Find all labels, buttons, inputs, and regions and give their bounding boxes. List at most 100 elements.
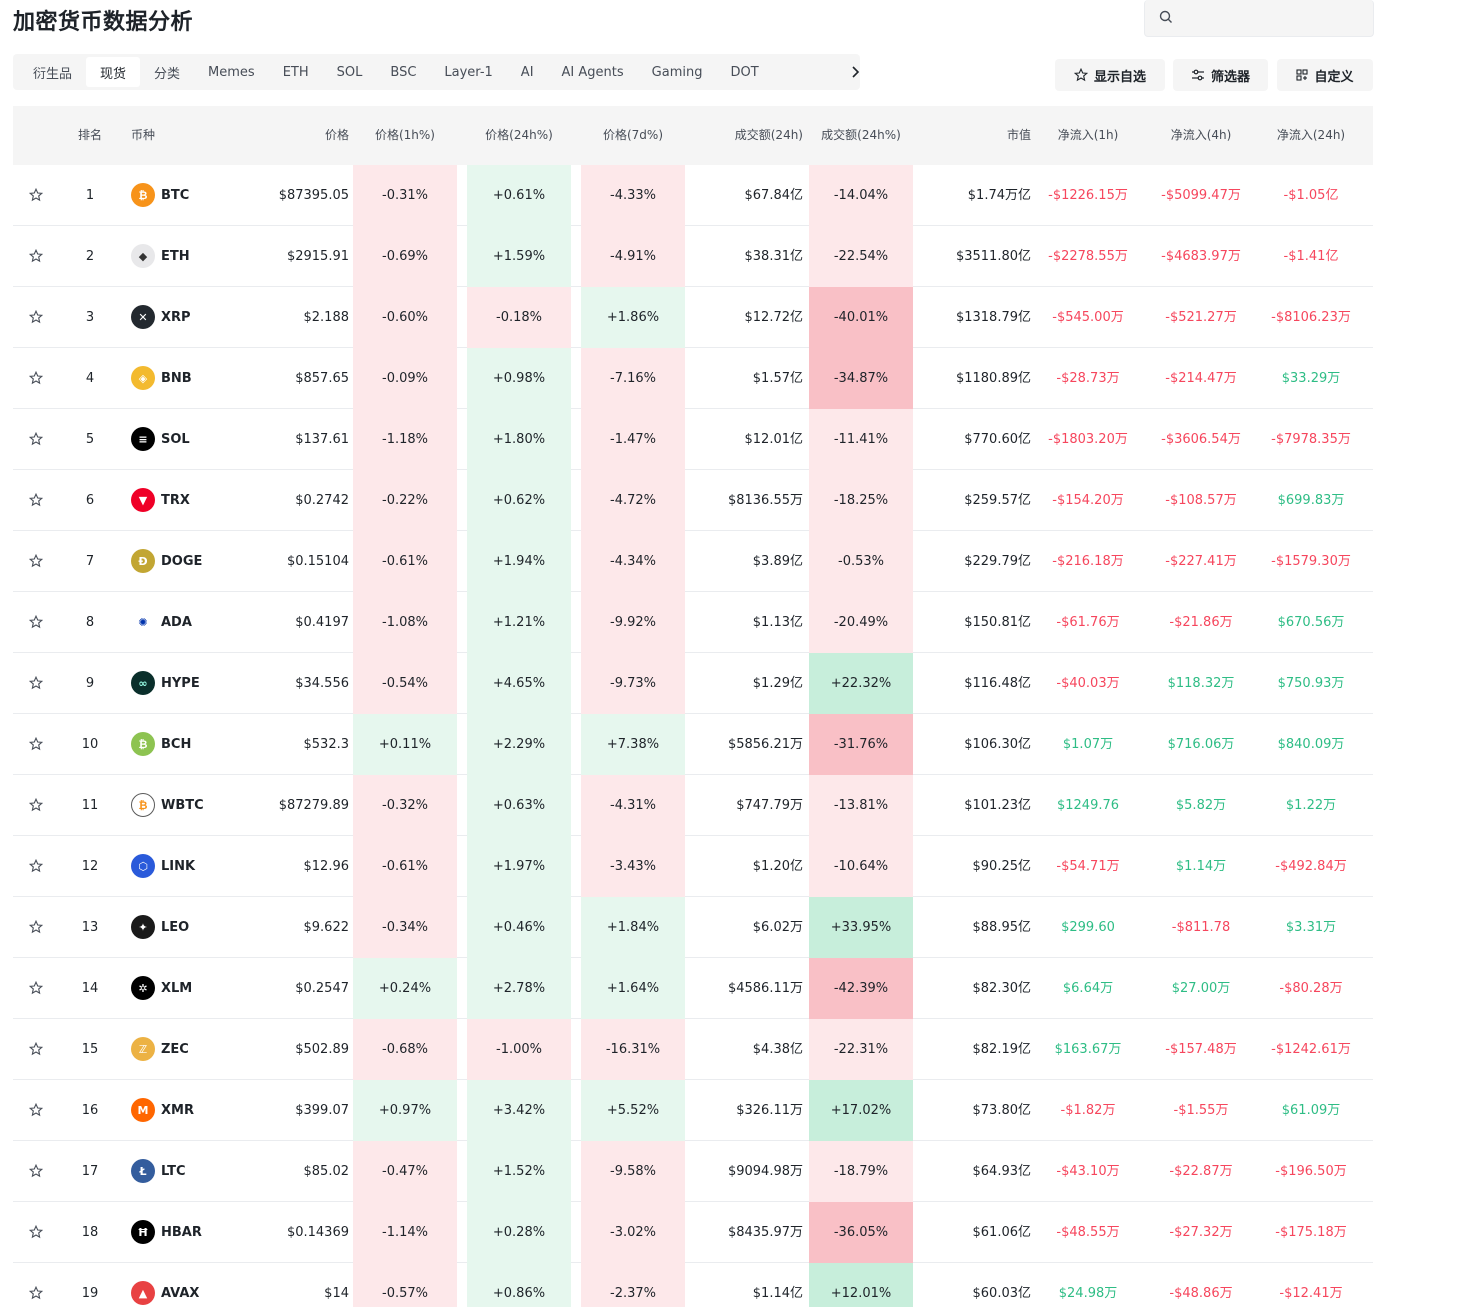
market-cap-value: $60.03亿 (972, 1286, 1032, 1301)
col-flow1h[interactable]: 净流入(1h) (1057, 128, 1119, 142)
col-chg7d[interactable]: 价格(7d%) (602, 128, 664, 142)
table-row[interactable]: 10 ₿ BCH $532.3 +0.11% +2.29% +7.38% $5856.21万 -… (13, 714, 1373, 775)
star-icon[interactable] (29, 981, 43, 995)
tab-11[interactable]: DOT (730, 64, 759, 80)
coin-symbol[interactable]: BNB (161, 371, 192, 386)
col-mcap[interactable]: 市值 (1006, 128, 1031, 142)
col-chg24h[interactable]: 价格(24h%) (485, 128, 553, 142)
col-coin[interactable]: 币种 (131, 128, 156, 142)
table-row[interactable]: 4 ◈ BNB $857.65 -0.09% +0.98% -7.16% $1.57亿 -34.… (13, 348, 1373, 409)
flow-4h-value: -$214.47万 (1165, 371, 1237, 386)
flow-24h-value: -$7978.35万 (1271, 432, 1351, 447)
search-box[interactable] (1144, 0, 1374, 37)
star-icon[interactable] (29, 1286, 43, 1300)
star-icon[interactable] (29, 1164, 43, 1178)
table-row[interactable]: 1 ₿ BTC $87395.05 -0.31% +0.61% -4.33% $67.84亿 -… (13, 165, 1373, 226)
tab-7[interactable]: Layer-1 (444, 64, 493, 80)
tab-3[interactable]: Memes (208, 64, 255, 80)
chg1h-value: -0.54% (353, 653, 457, 714)
table-row[interactable]: 9 ∞ HYPE $34.556 -0.54% +4.65% -9.73% $1.29亿 +22… (13, 653, 1373, 714)
tab-1[interactable]: 现货 (86, 57, 141, 87)
star-icon[interactable] (29, 249, 43, 263)
tab-9[interactable]: AI Agents (561, 64, 624, 80)
tab-2[interactable]: 分类 (154, 66, 181, 82)
table-row[interactable]: 14 ✲ XLM $0.2547 +0.24% +2.78% +1.64% $4586.11万… (13, 958, 1373, 1019)
tab-8[interactable]: AI (520, 64, 534, 80)
coin-symbol[interactable]: XLM (161, 981, 193, 996)
star-icon[interactable] (29, 1225, 43, 1239)
star-icon[interactable] (29, 859, 43, 873)
tab-6[interactable]: BSC (390, 64, 417, 80)
coin-symbol[interactable]: BCH (161, 737, 192, 752)
tabs-next-button[interactable] (847, 54, 863, 90)
rank-value: 15 (81, 1042, 99, 1057)
coin-symbol[interactable]: AVAX (161, 1286, 200, 1301)
market-cap-value: $1.74万亿 (967, 188, 1031, 203)
table-row[interactable]: 5 ≡ SOL $137.61 -1.18% +1.80% -1.47% $12.01亿 -11… (13, 409, 1373, 470)
star-icon[interactable] (29, 493, 43, 507)
coin-symbol[interactable]: SOL (161, 432, 190, 447)
coin-symbol[interactable]: ETH (161, 249, 190, 264)
col-price[interactable]: 价格 (324, 128, 349, 142)
search-input[interactable] (1183, 6, 1363, 30)
coin-symbol[interactable]: LEO (161, 920, 190, 935)
table-row[interactable]: 13 ✦ LEO $9.622 -0.34% +0.46% +1.84% $6.02万 +33.… (13, 897, 1373, 958)
star-icon[interactable] (29, 310, 43, 324)
col-volchg24h[interactable]: 成交额(24h%) (821, 128, 901, 142)
star-icon[interactable] (29, 188, 43, 202)
coin-symbol[interactable]: ZEC (161, 1042, 189, 1057)
tab-10[interactable]: Gaming (651, 64, 703, 80)
star-icon[interactable] (29, 1103, 43, 1117)
chg24h-value: +1.52% (467, 1141, 571, 1202)
table-row[interactable]: 12 ⬡ LINK $12.96 -0.61% +1.97% -3.43% $1.20亿 -10… (13, 836, 1373, 897)
col-flow24h[interactable]: 净流入(24h) (1276, 128, 1346, 142)
star-icon[interactable] (29, 371, 43, 385)
volume-value: $1.14亿 (752, 1286, 803, 1301)
volume-change-value: -22.31% (809, 1019, 913, 1080)
star-icon[interactable] (29, 920, 43, 934)
coin-symbol[interactable]: DOGE (161, 554, 203, 569)
coin-symbol[interactable]: ADA (161, 615, 192, 630)
tab-5[interactable]: SOL (336, 64, 363, 80)
col-vol24h[interactable]: 成交额(24h) (734, 128, 803, 142)
coin-symbol[interactable]: XMR (161, 1103, 194, 1118)
star-icon[interactable] (29, 737, 43, 751)
table-row[interactable]: 17 Ł LTC $85.02 -0.47% +1.52% -9.58% $9094.98万 -… (13, 1141, 1373, 1202)
star-icon[interactable] (29, 676, 43, 690)
table-row[interactable]: 11 ₿ WBTC $87279.89 -0.32% +0.63% -4.31% $747.7… (13, 775, 1373, 836)
table-row[interactable]: 2 ◆ ETH $2915.91 -0.69% +1.59% -4.91% $38.31亿 -2… (13, 226, 1373, 287)
star-icon[interactable] (29, 554, 43, 568)
customize-button[interactable]: 自定义 (1277, 59, 1373, 91)
coin-symbol[interactable]: LTC (161, 1164, 186, 1179)
coin-symbol[interactable]: BTC (161, 188, 190, 203)
tab-4[interactable]: ETH (282, 64, 309, 80)
star-icon[interactable] (29, 615, 43, 629)
price-value: $12.96 (303, 859, 350, 874)
col-chg1h[interactable]: 价格(1h%) (374, 128, 435, 142)
table-row[interactable]: 18 Ħ HBAR $0.14369 -1.14% +0.28% -3.02% $8435.9… (13, 1202, 1373, 1263)
coin-symbol[interactable]: WBTC (161, 798, 204, 813)
coin-symbol[interactable]: TRX (161, 493, 190, 508)
tab-0[interactable]: 衍生品 (33, 66, 73, 82)
coin-symbol[interactable]: HYPE (161, 676, 200, 691)
filter-button[interactable]: 筛选器 (1173, 59, 1268, 91)
table-row[interactable]: 6 ▼ TRX $0.2742 -0.22% +0.62% -4.72% $8136.55万 -… (13, 470, 1373, 531)
col-flow4h[interactable]: 净流入(4h) (1170, 128, 1232, 142)
coin-symbol[interactable]: LINK (161, 859, 196, 874)
watchlist-button[interactable]: 显示自选 (1055, 59, 1165, 91)
price-value: $14 (324, 1286, 349, 1301)
table-row[interactable]: 15 ℤ ZEC $502.89 -0.68% -1.00% -16.31% $4.38亿 -2… (13, 1019, 1373, 1080)
table-row[interactable]: 8 ✺ ADA $0.4197 -1.08% +1.21% -9.92% $1.13亿 -20.… (13, 592, 1373, 653)
flow-1h-value: -$545.00万 (1052, 310, 1124, 325)
rank-value: 10 (81, 737, 99, 752)
star-icon[interactable] (29, 798, 43, 812)
star-icon[interactable] (29, 432, 43, 446)
table-row[interactable]: 19 ▲ AVAX $14 -0.57% +0.86% -2.37% $1.14亿 +12.01… (13, 1263, 1373, 1307)
col-rank[interactable]: 排名 (77, 128, 102, 142)
star-icon[interactable] (29, 1042, 43, 1056)
coin-symbol[interactable]: HBAR (161, 1225, 202, 1240)
table-row[interactable]: 16 M XMR $399.07 +0.97% +3.42% +5.52% $326.11万 +… (13, 1080, 1373, 1141)
table-row[interactable]: 3 ✕ XRP $2.188 -0.60% -0.18% +1.86% $12.72亿 -40.… (13, 287, 1373, 348)
coin-symbol[interactable]: XRP (161, 310, 191, 325)
table-row[interactable]: 7 Ð DOGE $0.15104 -0.61% +1.94% -4.34% $3.89亿 -0… (13, 531, 1373, 592)
